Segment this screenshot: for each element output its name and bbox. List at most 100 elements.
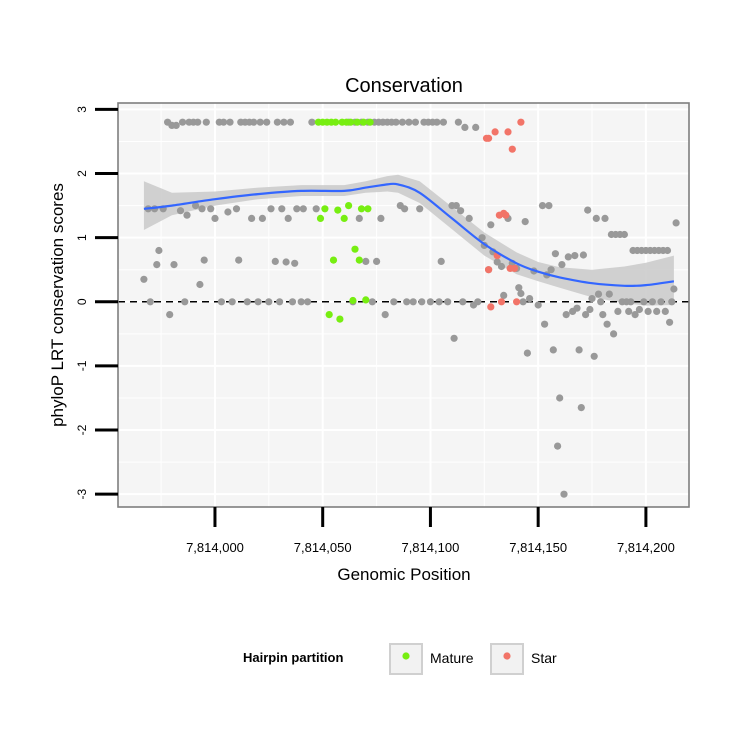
data-point-other (381, 311, 389, 319)
data-point-other (594, 290, 603, 298)
data-point-other (416, 205, 424, 213)
data-point-other (653, 307, 661, 315)
data-point-mature (329, 256, 338, 264)
data-point-other (526, 295, 534, 303)
data-point-other (250, 118, 258, 126)
data-point-other (288, 298, 297, 306)
data-point-mature (345, 202, 353, 210)
data-point-other (207, 205, 215, 213)
data-point-other (312, 205, 320, 213)
data-points (140, 118, 680, 498)
data-point-other (304, 298, 312, 306)
data-point-other (614, 307, 622, 315)
data-point-other (575, 346, 583, 354)
data-point-mature (321, 205, 329, 213)
data-point-other (549, 346, 557, 354)
data-point-other (373, 257, 381, 265)
x-tick-label: 7,814,100 (401, 540, 459, 555)
data-point-other (601, 214, 609, 222)
data-point-other (493, 258, 501, 266)
data-point-other (521, 218, 529, 226)
data-point-mature (360, 118, 368, 126)
data-point-other (620, 230, 629, 239)
data-point-other (435, 298, 443, 306)
data-point-other (663, 246, 672, 255)
plot-panel (118, 103, 689, 507)
data-point-other (179, 118, 187, 126)
data-point-mature (332, 118, 340, 126)
data-point-star (508, 145, 516, 153)
data-point-mature (347, 118, 355, 126)
data-point-other (258, 214, 266, 222)
y-axis-label: phyloP LRT conservation scores (48, 183, 67, 427)
data-point-other (577, 404, 585, 412)
data-point-other (235, 256, 243, 264)
data-point-other (668, 298, 676, 306)
y-tick-label: 3 (75, 106, 89, 113)
data-point-mature (325, 311, 333, 319)
data-point-other (377, 214, 385, 222)
data-point-mature (355, 256, 363, 264)
data-point-other (605, 290, 613, 298)
data-point-other (200, 256, 208, 264)
data-point-other (497, 262, 506, 271)
data-point-other (196, 280, 204, 289)
data-point-other (181, 298, 189, 306)
data-point-other (166, 311, 174, 319)
data-point-other (534, 301, 542, 309)
data-point-other (390, 298, 398, 306)
data-point-other (590, 352, 598, 360)
data-point-other (224, 208, 232, 216)
data-point-other (454, 118, 462, 126)
data-point-mature (366, 118, 374, 126)
data-point-other (444, 298, 452, 306)
data-point-other (670, 285, 678, 293)
data-point-star (513, 298, 521, 306)
data-point-star (510, 264, 519, 272)
data-point-other (610, 330, 618, 338)
data-point-star (485, 134, 493, 142)
data-point-other (217, 298, 225, 306)
data-point-other (573, 304, 581, 312)
data-point-other (228, 298, 236, 306)
x-axis: 7,814,000 7,814,050 7,814,100 7,814,150 7,81… (186, 507, 675, 555)
data-point-other (439, 118, 447, 126)
data-point-other (584, 206, 592, 214)
data-point-other (474, 298, 482, 306)
data-point-other (592, 214, 600, 222)
data-point-other (392, 118, 400, 126)
x-tick-label: 7,814,150 (509, 540, 567, 555)
data-point-other (153, 261, 161, 269)
data-point-other (603, 320, 611, 328)
data-point-mature (357, 205, 366, 213)
data-point-other (170, 261, 178, 269)
data-point-other (672, 219, 680, 227)
data-point-other (411, 118, 419, 126)
y-tick-label: -3 (75, 489, 89, 500)
data-point-other (146, 298, 154, 306)
data-point-other (172, 121, 180, 129)
data-point-other (299, 205, 307, 213)
data-point-other (284, 214, 292, 222)
legend-label-mature: Mature (430, 650, 474, 666)
data-point-mature (340, 214, 348, 222)
data-point-star (517, 118, 525, 126)
y-tick-label: 1 (75, 234, 89, 241)
data-point-other (640, 298, 648, 306)
data-point-other (194, 118, 202, 126)
data-point-other (478, 234, 486, 242)
data-point-other (176, 207, 185, 215)
plot-border (117, 102, 690, 508)
data-point-other (220, 118, 228, 126)
data-point-other (286, 118, 294, 126)
data-point-other (523, 349, 532, 357)
data-point-other (538, 202, 547, 210)
data-point-other (666, 318, 674, 326)
data-point-other (433, 118, 441, 126)
data-point-other (519, 298, 527, 306)
data-point-other (280, 118, 288, 126)
data-point-other (564, 253, 572, 261)
legend-label-star: Star (531, 650, 557, 666)
data-point-star (504, 128, 512, 136)
